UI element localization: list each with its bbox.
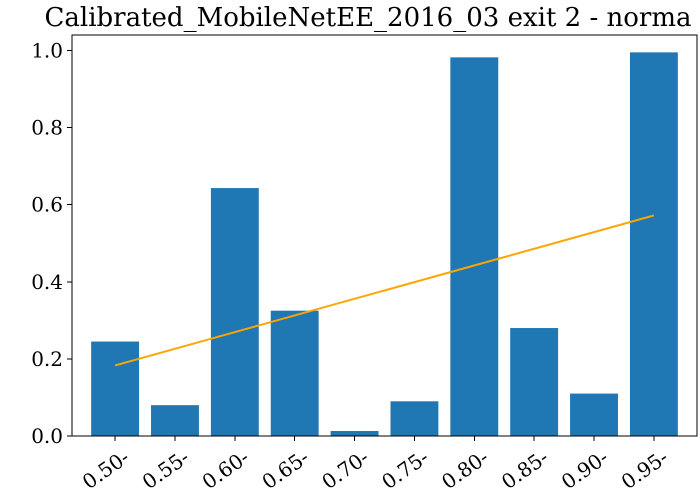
x-axis: 0.50- 0.55- 0.60- 0.65- 0.70- 0.75- 0.80- 0.85-… [78, 436, 673, 494]
x-tick-label: 0.95- [617, 445, 673, 494]
x-tick-label: 0.80- [437, 445, 493, 494]
x-tick-label: 0.70- [317, 445, 373, 494]
trend-line-group [114, 214, 655, 367]
bar-060 [210, 188, 259, 436]
bar-095 [629, 52, 678, 437]
y-axis: 0.0 0.2 0.4 0.6 0.8 1.0 [31, 38, 72, 448]
bar-075 [390, 401, 439, 436]
chart-title: Calibrated_MobileNetEE_2016_03 exit 2 - … [45, 3, 692, 33]
bars-group [91, 52, 678, 437]
x-tick-label: 0.75- [377, 445, 433, 494]
y-tick-label: 0.4 [31, 270, 63, 294]
bar-065 [270, 310, 319, 436]
x-tick-label: 0.55- [138, 445, 194, 494]
bar-070 [330, 430, 379, 436]
bar-085 [510, 328, 559, 436]
x-tick-label: 0.65- [258, 445, 314, 494]
x-tick-label: 0.85- [497, 445, 553, 494]
x-tick-label: 0.90- [557, 445, 613, 494]
y-tick-label: 1.0 [31, 38, 63, 62]
y-tick-label: 0.8 [31, 116, 63, 140]
bar-090 [570, 393, 618, 436]
bar-050 [91, 341, 140, 436]
bar-080 [450, 57, 499, 436]
bar-055 [151, 405, 199, 436]
y-tick-label: 0.6 [31, 193, 63, 217]
x-tick-label: 0.50- [78, 445, 134, 494]
x-tick-label: 0.60- [198, 445, 254, 494]
plot-frame [71, 34, 698, 437]
y-tick-label: 0.2 [31, 347, 63, 371]
y-tick-label: 0.0 [31, 424, 63, 448]
trend-line [114, 214, 655, 367]
